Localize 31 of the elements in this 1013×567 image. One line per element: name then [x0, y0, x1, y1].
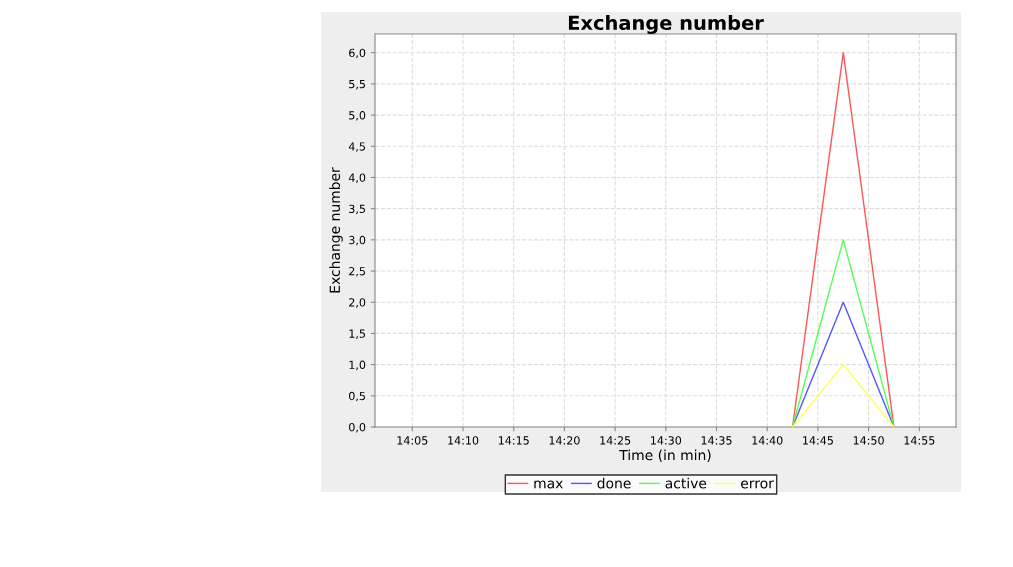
legend-label: error [741, 480, 774, 489]
x-tick-label: 14:30 [651, 436, 682, 445]
x-tick-label: 14:15 [498, 436, 529, 445]
y-tick-label: 4,5 [348, 142, 365, 152]
x-tick-label: 14:05 [397, 436, 428, 445]
x-tick-label: 14:35 [701, 436, 732, 445]
y-tick-label: 2,5 [349, 267, 365, 277]
legend-label: active [665, 477, 707, 489]
chart-title: Exchange number [568, 15, 764, 34]
x-tick-label: 14:20 [549, 436, 580, 445]
y-axis-title: Exchange number [329, 167, 343, 293]
y-tick-label: 4,0 [348, 173, 366, 183]
y-tick-label: 5,0 [349, 111, 366, 121]
legend-label: done [597, 477, 631, 489]
y-tick-label: 3,5 [349, 204, 365, 215]
legend-label: max [534, 480, 563, 489]
y-tick-label: 2,0 [349, 298, 366, 308]
y-tick-label: 6,0 [349, 48, 366, 59]
x-tick-label: 14:55 [904, 436, 935, 445]
x-tick-label: 14:40 [752, 436, 783, 445]
y-tick-label: 1,0 [349, 360, 366, 371]
y-tick-label: 0,5 [349, 391, 365, 402]
y-tick-label: 0,0 [349, 422, 366, 433]
x-tick-label: 14:10 [448, 436, 479, 445]
y-tick-label: 1,5 [349, 329, 365, 339]
x-tick-label: 14:25 [600, 436, 631, 445]
y-tick-label: 3,0 [349, 235, 366, 246]
x-tick-label: 14:50 [853, 436, 884, 445]
x-axis-title: Time (in min) [619, 449, 711, 462]
x-tick-label: 14:45 [803, 436, 833, 445]
y-tick-label: 5,5 [349, 80, 365, 90]
